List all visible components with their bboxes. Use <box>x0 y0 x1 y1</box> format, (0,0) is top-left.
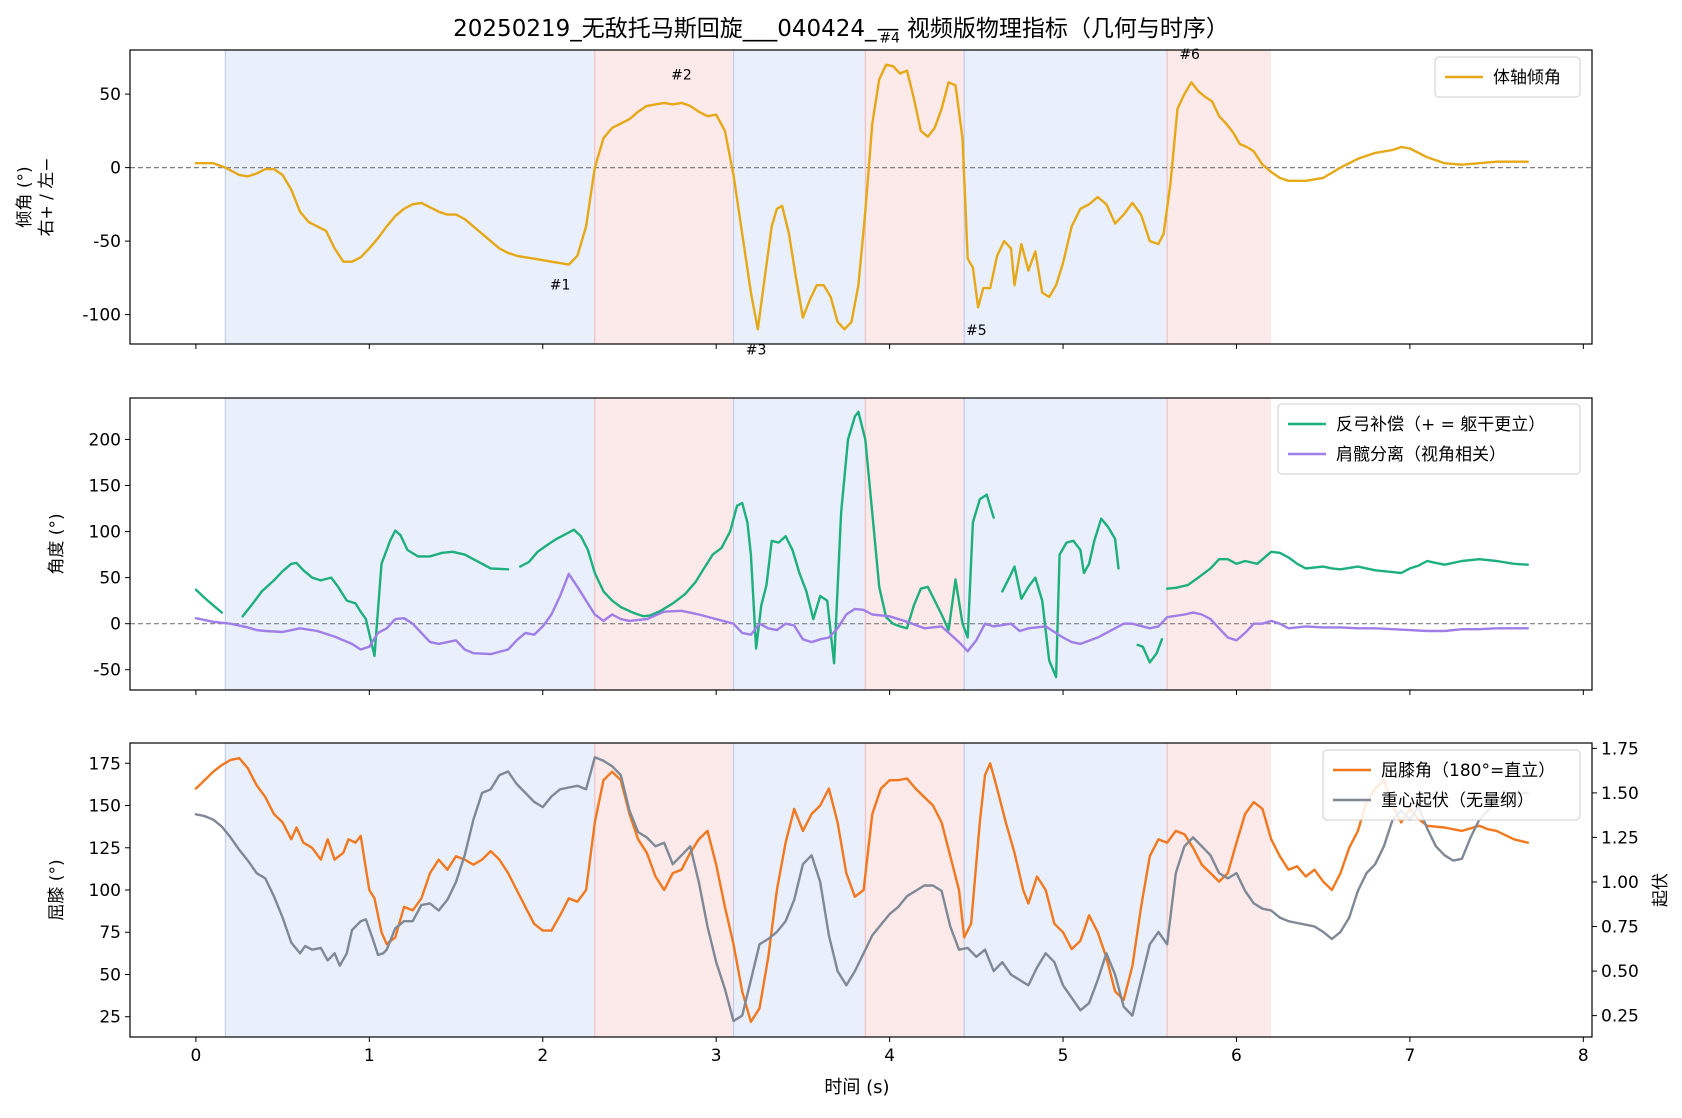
phase-band-red <box>1167 398 1272 690</box>
x-tick-label: 7 <box>1404 1046 1415 1066</box>
figure-title: 20250219_无敌托马斯回旋___040424_— 视频版物理指标（几何与时… <box>453 16 1229 42</box>
series-line-knee <box>194 757 1529 1023</box>
phase-band-blue <box>225 50 595 344</box>
series-line-comp <box>1001 517 1120 679</box>
series-line-comp <box>194 588 224 614</box>
phase-band-red <box>1167 50 1272 344</box>
y-tick-label: 25 <box>99 1008 121 1028</box>
x-tick-label: 8 <box>1578 1046 1589 1066</box>
panel-3: 0 1 2 3 4 5 6 7 8 175 150 125 100 75 50 25 1.75 1.50 1.25 1… <box>47 739 1671 1066</box>
phase-band-blue <box>225 743 595 1037</box>
y-right-tick-label: 0.75 <box>1601 918 1639 938</box>
y-axis-label: 右+ / 左− <box>37 157 57 236</box>
legend-label: 屈膝角（180°=直立） <box>1381 761 1555 781</box>
series-line-comp <box>1165 550 1529 590</box>
legend: 屈膝角（180°=直立） 重心起伏（无量纲） <box>1322 749 1581 821</box>
phase-band-blue <box>733 398 866 690</box>
y-right-tick-label: 1.50 <box>1601 784 1639 804</box>
y-tick-label: -100 <box>82 306 121 326</box>
y-tick-label: 200 <box>89 430 121 450</box>
y-tick-label: 150 <box>89 477 121 497</box>
series-line-sep <box>194 572 1529 656</box>
y-tick-label: 100 <box>89 881 121 901</box>
x-tick-label: 0 <box>190 1046 201 1066</box>
legend: 体轴倾角 <box>1434 56 1581 98</box>
x-tick-label: 2 <box>537 1046 548 1066</box>
phase-band-blue <box>733 743 866 1037</box>
x-axis-label: 时间 (s) <box>824 1077 889 1098</box>
annotation-label: #3 <box>746 342 767 358</box>
legend-box <box>1322 749 1581 821</box>
x-tick-label: 4 <box>884 1046 895 1066</box>
y-tick-label: -50 <box>93 661 121 681</box>
y-right-axis-label: 起伏 <box>1651 873 1671 907</box>
y-axis-label: 倾角 (°) <box>15 166 35 227</box>
y-tick-label: 0 <box>110 615 121 635</box>
legend-box <box>1434 56 1581 98</box>
phase-band-red <box>594 50 734 344</box>
y-tick-label: 150 <box>89 797 121 817</box>
phase-band-red <box>865 398 965 690</box>
x-tick-label: 6 <box>1231 1046 1242 1066</box>
legend-label: 重心起伏（无量纲） <box>1381 791 1534 811</box>
y-tick-label: 125 <box>89 839 121 859</box>
series-line-comp <box>241 529 510 658</box>
y-tick-label: 75 <box>99 923 121 943</box>
series-line-comp <box>519 410 995 665</box>
legend-label: 体轴倾角 <box>1493 68 1561 88</box>
y-tick-label: 100 <box>89 523 121 543</box>
series-line-tilt <box>194 63 1529 331</box>
annotation-label: #5 <box>966 323 987 339</box>
legend: 反弓补偿（+ = 躯干更立） 肩髋分离（视角相关） <box>1277 403 1581 475</box>
y-tick-label: 175 <box>89 754 121 774</box>
y-axis-label: 角度 (°) <box>47 513 67 574</box>
y-right-tick-label: 1.00 <box>1601 873 1639 893</box>
phase-band-blue <box>225 398 595 690</box>
annotation-label: #4 <box>879 31 900 47</box>
legend-box <box>1277 403 1581 475</box>
legend-label: 肩髋分离（视角相关） <box>1336 445 1506 465</box>
y-tick-label: 50 <box>99 965 121 985</box>
phase-band-red <box>1167 743 1272 1037</box>
y-tick-label: 50 <box>99 85 121 105</box>
series-line-comp <box>1136 638 1164 664</box>
phase-band-blue <box>964 743 1168 1037</box>
axes-frame <box>129 49 1593 345</box>
annotation-label: #1 <box>550 278 571 294</box>
phase-band-red <box>865 743 965 1037</box>
phase-band-red <box>865 50 965 344</box>
annotation-label: #6 <box>1179 47 1200 63</box>
annotation-label: #2 <box>671 67 692 83</box>
y-axis-label: 屈膝 (°) <box>47 859 67 920</box>
axes-frame <box>129 397 1593 691</box>
series-line-com <box>194 756 1529 1023</box>
y-right-tick-label: 0.25 <box>1601 1007 1639 1027</box>
y-right-tick-label: 1.75 <box>1601 739 1639 759</box>
x-tick-label: 5 <box>1058 1046 1069 1066</box>
y-right-tick-label: 0.50 <box>1601 962 1639 982</box>
x-tick-label: 3 <box>711 1046 722 1066</box>
panel-2: 200 150 100 50 0 -50 角度 (°) 反弓补偿（+ = 躯干更立） 肩髋分离（… <box>47 397 1593 695</box>
y-tick-label: 50 <box>99 569 121 589</box>
panel-1: #1 #2 #3 #4 #5 #6 50 0 -50 -100 倾角 (°) 右+ / 左− 体轴倾角 <box>15 31 1593 358</box>
y-tick-label: 0 <box>110 159 121 179</box>
y-tick-label: -50 <box>93 232 121 252</box>
phase-band-red <box>594 398 734 690</box>
y-right-tick-label: 1.25 <box>1601 828 1639 848</box>
legend-label: 反弓补偿（+ = 躯干更立） <box>1336 415 1545 435</box>
x-tick-label: 1 <box>364 1046 375 1066</box>
phase-band-blue <box>964 50 1168 344</box>
